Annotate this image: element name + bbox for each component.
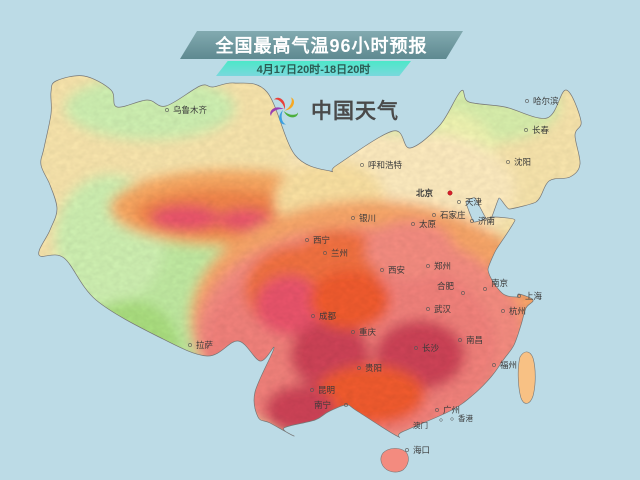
svg-text:天津: 天津: [465, 197, 483, 207]
svg-text:杭州: 杭州: [509, 306, 526, 316]
svg-text:合肥: 合肥: [437, 281, 455, 291]
svg-text:贵阳: 贵阳: [365, 363, 382, 373]
svg-text:成都: 成都: [319, 311, 337, 321]
svg-text:澳门: 澳门: [413, 420, 428, 430]
svg-text:南昌: 南昌: [466, 335, 483, 345]
svg-text:香港: 香港: [458, 413, 473, 423]
svg-text:银川: 银川: [359, 213, 376, 223]
svg-text:北京: 北京: [416, 188, 434, 198]
svg-text:长春: 长春: [532, 125, 550, 135]
svg-text:西安: 西安: [388, 265, 405, 275]
svg-text:拉萨: 拉萨: [196, 340, 214, 350]
svg-text:海口: 海口: [413, 445, 430, 455]
svg-text:郑州: 郑州: [434, 261, 451, 271]
svg-text:济南: 济南: [478, 216, 495, 226]
svg-text:沈阳: 沈阳: [514, 157, 531, 167]
svg-text:昆明: 昆明: [318, 385, 335, 395]
svg-text:福州: 福州: [500, 360, 517, 370]
svg-text:重庆: 重庆: [359, 327, 377, 337]
svg-text:武汉: 武汉: [434, 304, 452, 314]
svg-text:南京: 南京: [491, 278, 508, 288]
svg-text:兰州: 兰州: [331, 248, 348, 258]
svg-text:哈尔滨: 哈尔滨: [533, 96, 559, 106]
svg-text:南宁: 南宁: [314, 400, 331, 410]
svg-text:太原: 太原: [419, 219, 436, 229]
svg-text:上海: 上海: [525, 291, 543, 301]
svg-text:乌鲁木齐: 乌鲁木齐: [173, 105, 208, 115]
svg-text:呼和浩特: 呼和浩特: [368, 160, 403, 170]
svg-text:西宁: 西宁: [313, 235, 330, 245]
svg-text:长沙: 长沙: [422, 343, 440, 353]
svg-text:石家庄: 石家庄: [440, 210, 466, 220]
